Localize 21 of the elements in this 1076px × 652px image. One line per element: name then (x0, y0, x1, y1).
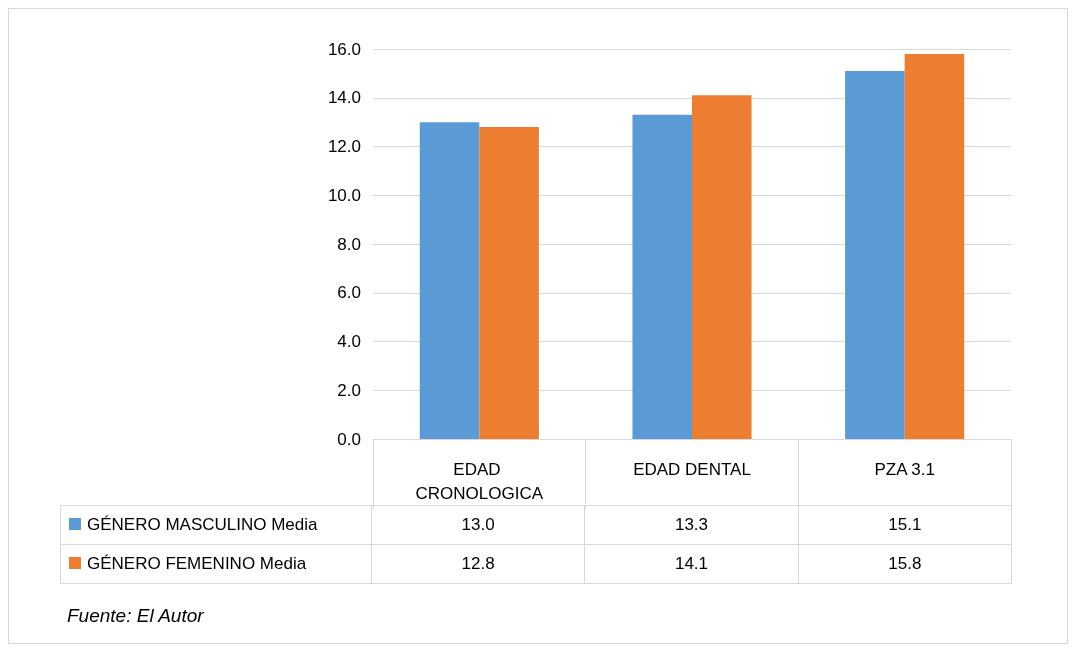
data-label: 15.8 (798, 544, 1012, 584)
data-label: 14.1 (584, 544, 799, 584)
y-tick-label: 14.0 (327, 88, 361, 108)
source-note: Fuente: El Autor (67, 605, 204, 627)
x-tick-label: EDAD DENTAL (633, 459, 751, 479)
y-tick-label: 4.0 (337, 332, 361, 351)
data-label: 13.0 (371, 505, 585, 545)
data-label: 12.8 (371, 544, 585, 584)
y-tick-label: 10.0 (327, 185, 361, 205)
data-label: 13.3 (584, 505, 799, 545)
y-tick-label: 12.0 (327, 137, 361, 156)
x-tick-label: PZA 3.1 (874, 459, 935, 479)
y-tick-label: 6.0 (337, 283, 361, 303)
data-label: 15.1 (798, 505, 1012, 545)
y-tick-label: 2.0 (337, 380, 361, 400)
x-tick-label: EDAD CRONOLOGICA (415, 459, 544, 503)
legend-label: GÉNERO FEMENINO Media (60, 544, 372, 584)
y-tick-label: 0.0 (337, 429, 361, 449)
y-tick-label: 8.0 (337, 234, 361, 254)
y-tick-label: 16.0 (327, 39, 361, 59)
legend-label: GÉNERO MASCULINO Media (60, 505, 372, 545)
